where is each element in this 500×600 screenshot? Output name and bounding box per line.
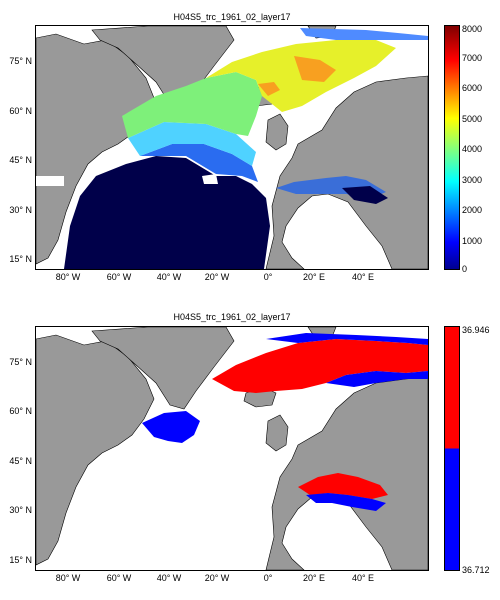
top-colorbar-tick: 4000 — [462, 144, 483, 154]
greenland-land — [91, 327, 235, 410]
bottom-lat-label: 15° N — [9, 555, 32, 565]
bottom-map-title: H04S5_trc_1961_02_layer17 — [173, 312, 291, 322]
bottom-colorbar — [444, 326, 460, 571]
field-red-mediterranean — [298, 473, 388, 499]
bottom-lon-label: 40° E — [351, 573, 375, 583]
top-lon-label: 80° W — [55, 272, 81, 282]
top-lat-label: 15° N — [9, 254, 32, 264]
bottom-lat-label: 60° N — [9, 406, 32, 416]
field-blue-arctic-south — [326, 371, 428, 387]
top-lon-label: 20° W — [204, 272, 230, 282]
bottom-map-panel: H04S5_trc_1961_02_layer17 75° N 60° N 45 — [0, 300, 500, 600]
british-isles-land — [265, 414, 289, 452]
bottom-lon-label: 20° W — [204, 573, 230, 583]
tracer-band-blue — [140, 144, 258, 182]
top-map-panel: H04S5_trc_1961_02_layer17 — [9, 12, 483, 282]
bottom-lat-label: 30° N — [9, 505, 32, 515]
bottom-map-canvas — [36, 327, 428, 570]
top-colorbar-tick: 2000 — [462, 205, 483, 215]
bottom-lon-label: 80° W — [55, 573, 81, 583]
top-lon-label: 40° W — [156, 272, 182, 282]
bottom-colorbar-tick: 36.712 — [462, 565, 490, 575]
top-lat-label: 75° N — [9, 56, 32, 66]
bottom-lon-label: 60° W — [106, 573, 132, 583]
top-colorbar — [444, 25, 460, 270]
north-america-land — [36, 334, 155, 566]
tracer-deep-low — [64, 156, 270, 269]
top-colorbar-tick: 8000 — [462, 24, 483, 34]
tracer-band-orange-2 — [258, 82, 280, 96]
bottom-map-plot[interactable] — [35, 326, 429, 571]
top-lon-label: 20° E — [302, 272, 326, 282]
top-colorbar-tick: 1000 — [462, 236, 483, 246]
eurasia-africa-land — [265, 376, 428, 570]
british-isles-land — [265, 113, 289, 151]
top-map-canvas — [36, 26, 428, 269]
top-colorbar-tick: 0 — [462, 264, 468, 274]
top-colorbar-tick: 7000 — [462, 53, 483, 63]
tracer-mediterranean-east — [342, 186, 388, 204]
top-colorbar-tick: 5000 — [462, 114, 483, 124]
bottom-lon-label: 20° E — [302, 573, 326, 583]
bottom-lat-label: 45° N — [9, 456, 32, 466]
field-red-arctic — [212, 339, 428, 393]
missing-data — [36, 174, 218, 186]
bottom-lat-label: 75° N — [9, 357, 32, 367]
top-lon-label: 0° — [263, 272, 273, 282]
top-lat-label: 60° N — [9, 106, 32, 116]
tracer-band-orange — [294, 56, 336, 82]
top-colorbar-tick: 3000 — [462, 175, 483, 185]
bottom-lon-label: 0° — [263, 573, 273, 583]
field-blue-labrador — [142, 411, 200, 443]
top-map-plot[interactable] — [35, 25, 429, 270]
tracer-band-cyan — [128, 122, 256, 166]
top-lat-label: 45° N — [9, 155, 32, 165]
top-lon-label: 60° W — [106, 272, 132, 282]
top-map-title: H04S5_trc_1961_02_layer17 — [173, 12, 291, 22]
binary-field — [142, 333, 428, 511]
field-blue-mediterranean — [306, 493, 386, 511]
top-lat-label: 30° N — [9, 205, 32, 215]
tracer-field — [64, 28, 428, 269]
field-blue-arctic-edge — [266, 333, 428, 345]
top-colorbar-tick: 6000 — [462, 83, 483, 93]
tracer-arctic-blue — [300, 28, 428, 40]
tracer-band-green — [122, 72, 262, 138]
top-lon-label: 40° E — [351, 272, 375, 282]
bottom-colorbar-tick: 36.946 — [462, 325, 490, 335]
bottom-lon-label: 40° W — [156, 573, 182, 583]
